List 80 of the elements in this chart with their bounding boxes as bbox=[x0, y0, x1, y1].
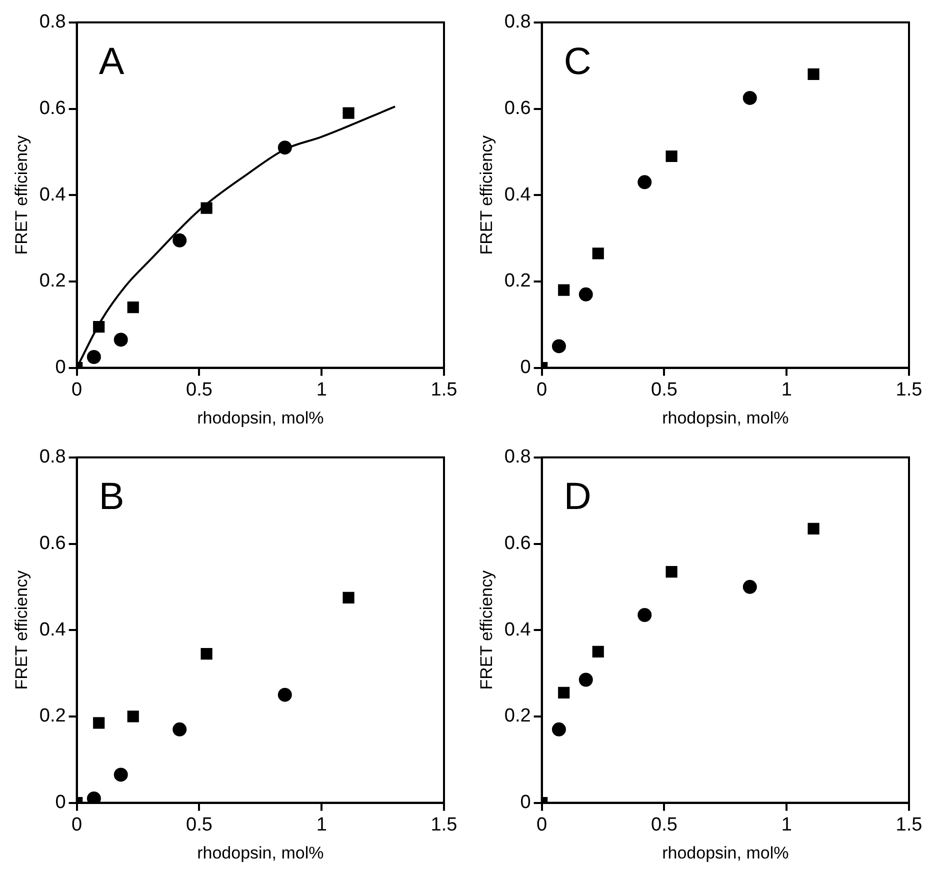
x-tick-label: 0 bbox=[72, 379, 82, 400]
point bbox=[578, 672, 593, 687]
point bbox=[592, 646, 604, 658]
x-tick-label: 0 bbox=[536, 379, 548, 400]
x-tick-label: 1 bbox=[316, 814, 327, 836]
point bbox=[200, 648, 212, 660]
y-tick-label: 0.8 bbox=[39, 12, 66, 33]
y-tick-label: 0.6 bbox=[504, 98, 531, 119]
x-tick-label: 0 bbox=[536, 814, 548, 836]
y-tick-label: 0.4 bbox=[39, 619, 66, 640]
x-tick-label: 0.5 bbox=[186, 379, 212, 400]
y-tick-label: 0.2 bbox=[39, 706, 66, 727]
x-tick-label: 1 bbox=[781, 379, 792, 400]
y-axis-title: FRET efficiency bbox=[12, 570, 31, 690]
x-axis-title: rhodopsin, mol% bbox=[662, 408, 789, 428]
x-axis-title: rhodopsin, mol% bbox=[662, 843, 789, 862]
x-tick-label: 1.5 bbox=[896, 814, 922, 836]
point bbox=[808, 522, 820, 534]
annotation: D bbox=[564, 476, 592, 518]
y-tick-label: 0.6 bbox=[39, 98, 66, 119]
y-tick-label: 0.2 bbox=[39, 270, 66, 292]
point bbox=[552, 722, 566, 736]
y-tick-label: 0.8 bbox=[504, 446, 531, 468]
y-tick-label: 0.8 bbox=[504, 12, 531, 33]
x-tick-label: 0.5 bbox=[186, 814, 212, 836]
y-tick-label: 0.4 bbox=[39, 184, 66, 206]
x-tick-label: 0 bbox=[72, 814, 82, 836]
point bbox=[742, 90, 757, 105]
point bbox=[342, 592, 354, 604]
point bbox=[578, 287, 593, 302]
y-tick-label: 0.2 bbox=[504, 706, 531, 727]
annotation: C bbox=[564, 40, 592, 83]
y-axis-title: FRET efficiency bbox=[476, 134, 496, 255]
x-tick-label: 1.5 bbox=[430, 379, 458, 400]
point bbox=[127, 710, 139, 722]
y-tick-label: 0 bbox=[55, 792, 66, 814]
point bbox=[127, 302, 139, 314]
point bbox=[172, 722, 187, 736]
point bbox=[86, 791, 101, 803]
y-tick-label: 0.4 bbox=[504, 184, 532, 206]
annotation: B bbox=[98, 476, 124, 518]
y-tick-label: 0 bbox=[520, 357, 531, 378]
y-tick-label: 0.2 bbox=[504, 270, 531, 292]
point bbox=[808, 68, 820, 80]
point bbox=[278, 140, 292, 155]
point bbox=[666, 566, 678, 578]
point bbox=[93, 320, 105, 333]
y-tick-label: 0.4 bbox=[504, 619, 532, 640]
point bbox=[558, 284, 570, 296]
y-tick-label: 0.6 bbox=[504, 532, 531, 554]
point bbox=[342, 107, 354, 119]
x-tick-label: 1 bbox=[316, 379, 327, 400]
point bbox=[666, 150, 678, 162]
x-axis-title: rhodopsin, mol% bbox=[197, 408, 324, 428]
point bbox=[592, 248, 604, 260]
point bbox=[93, 717, 105, 729]
x-tick-label: 1.5 bbox=[430, 814, 458, 836]
point bbox=[552, 339, 566, 354]
y-axis-title: FRET efficiency bbox=[12, 134, 31, 255]
x-tick-label: 0.5 bbox=[650, 379, 678, 400]
point bbox=[558, 686, 570, 699]
point bbox=[742, 580, 757, 594]
point bbox=[114, 332, 128, 347]
y-axis-title: FRET efficiency bbox=[476, 570, 496, 690]
point bbox=[638, 608, 652, 622]
x-axis-title: rhodopsin, mol% bbox=[197, 843, 324, 862]
x-tick-label: 1 bbox=[781, 814, 792, 836]
point bbox=[114, 768, 128, 782]
y-tick-label: 0.8 bbox=[39, 446, 66, 468]
y-tick-label: 0 bbox=[55, 357, 66, 378]
y-tick-label: 0 bbox=[520, 792, 531, 814]
point bbox=[86, 350, 101, 364]
y-tick-label: 0.6 bbox=[39, 532, 66, 554]
point bbox=[278, 688, 292, 702]
point bbox=[172, 233, 187, 248]
point bbox=[638, 175, 652, 190]
x-tick-label: 0.5 bbox=[650, 814, 678, 836]
annotation: A bbox=[98, 40, 125, 83]
x-tick-label: 1.5 bbox=[896, 379, 922, 400]
point bbox=[200, 202, 212, 214]
